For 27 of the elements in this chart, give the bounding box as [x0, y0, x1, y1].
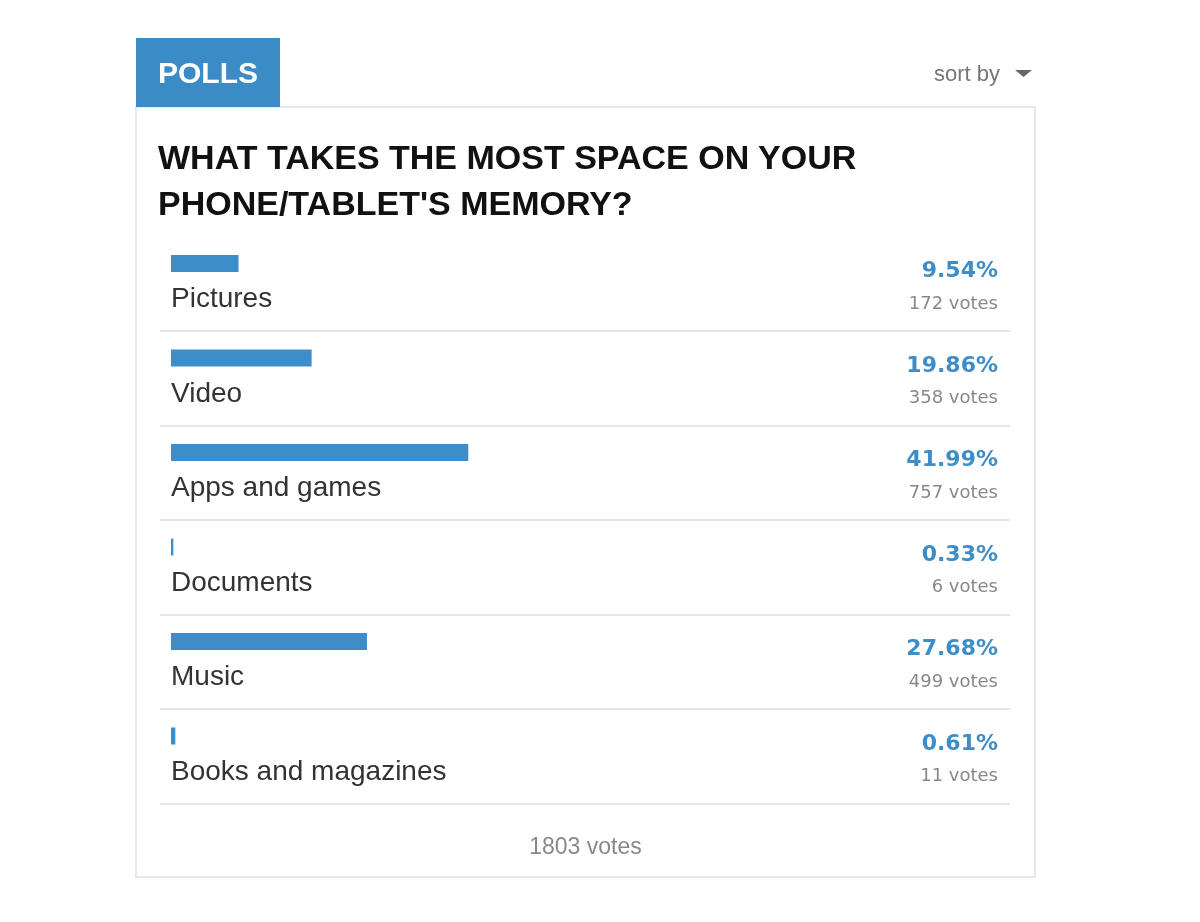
data-label: 0.61% — [921, 729, 998, 755]
data-label: 9.54% — [921, 257, 998, 282]
data-label: 19.86% — [906, 351, 998, 377]
bar — [171, 349, 312, 367]
data-label: 41.99% — [906, 446, 998, 471]
data-label: 0.33% — [921, 540, 998, 566]
bar — [171, 255, 239, 272]
y-tick-label: Music — [171, 660, 245, 692]
text: 499 votes — [908, 668, 998, 693]
text: 172 votes — [908, 290, 998, 315]
bar — [171, 727, 176, 745]
y-tick-label: Apps and games — [171, 471, 382, 503]
bar — [171, 633, 367, 650]
text: 11 votes — [920, 763, 998, 787]
data-label: 27.68% — [906, 635, 998, 660]
text: 358 votes — [908, 385, 998, 409]
text: 6 votes — [931, 574, 998, 598]
y-tick-label: Books and magazines — [171, 754, 447, 786]
text: sort by — [933, 60, 1000, 88]
chart-title: WHAT TAKES THE MOST SPACE ON YOUR PHONE/TABLET'S MEMORY? — [158, 137, 858, 224]
y-tick-label: Video — [171, 376, 243, 408]
bar — [171, 444, 469, 461]
y-tick-label: Pictures — [171, 282, 273, 314]
text: POLLS — [136, 38, 281, 107]
y-tick-label: Documents — [171, 565, 313, 597]
text: 1803 votes — [528, 831, 643, 861]
text: 757 votes — [908, 479, 998, 504]
